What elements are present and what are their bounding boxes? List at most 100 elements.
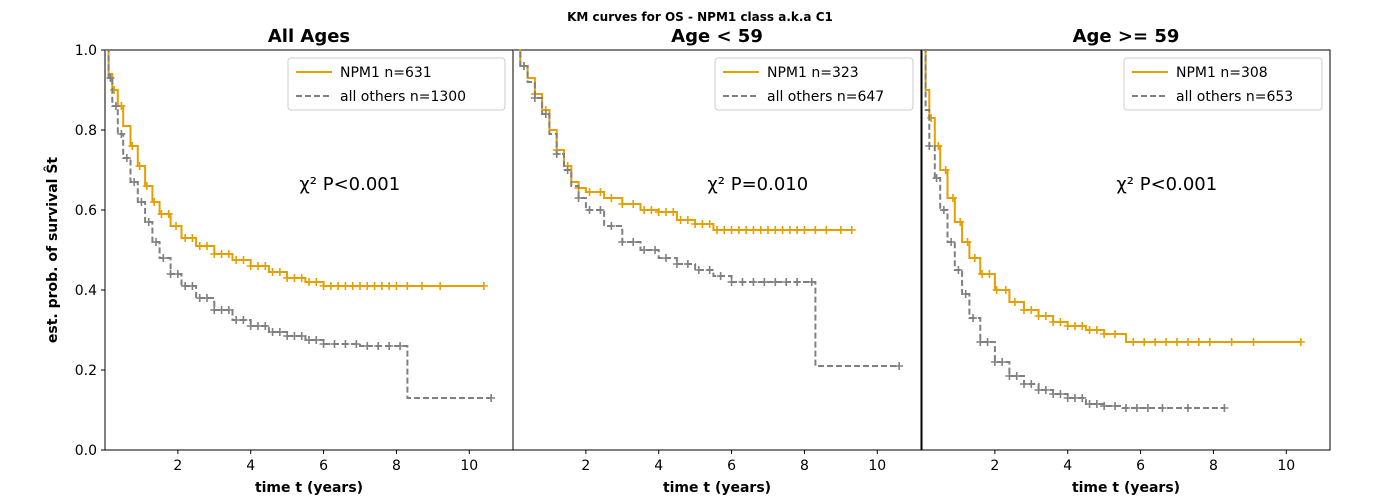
censor-mark xyxy=(1111,330,1120,338)
censor-mark xyxy=(128,142,137,150)
censor-mark xyxy=(1132,404,1141,412)
censor-mark xyxy=(683,216,692,224)
censor-mark xyxy=(261,322,270,330)
censor-mark xyxy=(1001,286,1010,294)
censor-mark xyxy=(1056,318,1065,326)
censor-mark xyxy=(676,216,685,224)
censor-mark xyxy=(1078,394,1087,402)
y-tick-label: 0.8 xyxy=(75,123,97,139)
censor-mark xyxy=(106,74,115,82)
y-tick-label: 0.4 xyxy=(75,283,97,299)
censor-mark xyxy=(811,226,820,234)
censor-mark xyxy=(705,220,714,228)
censor-mark xyxy=(691,220,700,228)
censor-mark xyxy=(1100,402,1109,410)
censor-mark xyxy=(348,282,357,290)
censor-mark xyxy=(1227,338,1236,346)
censor-mark xyxy=(1111,402,1120,410)
censor-mark xyxy=(1027,380,1036,388)
censor-mark xyxy=(341,282,350,290)
censor-mark xyxy=(990,358,999,366)
censor-mark xyxy=(961,290,970,298)
censor-mark xyxy=(1005,372,1014,380)
panel-title: All Ages xyxy=(268,26,350,47)
censor-mark xyxy=(574,194,583,202)
x-tick-label: 6 xyxy=(319,458,328,474)
censor-mark xyxy=(181,282,190,290)
censor-mark xyxy=(290,332,299,340)
censor-mark xyxy=(319,282,328,290)
censor-mark xyxy=(941,166,950,174)
censor-mark xyxy=(978,270,987,278)
censor-mark xyxy=(563,166,572,174)
censor-mark xyxy=(159,254,168,262)
censor-mark xyxy=(152,238,160,246)
censor-mark xyxy=(983,338,992,346)
censor-mark xyxy=(297,274,306,282)
km-series xyxy=(922,49,1229,412)
censor-mark xyxy=(403,282,412,290)
censor-mark xyxy=(224,250,233,258)
censor-mark xyxy=(694,266,703,274)
censor-mark xyxy=(122,154,131,162)
x-tick-label: 10 xyxy=(1277,458,1295,474)
censor-mark xyxy=(290,274,299,282)
censor-mark xyxy=(224,306,233,314)
censor-mark xyxy=(585,188,594,196)
censor-mark xyxy=(771,278,780,286)
censor-mark xyxy=(629,200,638,208)
x-axis-label: time t (years) xyxy=(663,480,771,496)
legend-label: NPM1 n=631 xyxy=(340,65,432,81)
km-panel: All Ages 2 4 6 8 10 0.0 0.2 0.4 0.6 0.8 1.0 time t (… xyxy=(43,26,514,496)
censor-mark xyxy=(669,208,678,216)
censor-mark xyxy=(596,206,605,214)
censor-mark xyxy=(793,278,802,286)
censor-mark xyxy=(985,270,994,278)
censor-mark xyxy=(771,226,780,234)
censor-mark xyxy=(283,274,292,282)
censor-mark xyxy=(1027,306,1036,314)
censor-mark xyxy=(760,278,769,286)
censor-mark xyxy=(157,210,166,218)
censor-mark xyxy=(1173,338,1181,346)
censor-mark xyxy=(487,394,496,402)
censor-mark xyxy=(1296,338,1305,346)
y-tick-label: 0.6 xyxy=(75,203,97,219)
censor-mark xyxy=(552,150,561,158)
censor-mark xyxy=(1041,386,1050,394)
y-axis-label: est. prob. of survival Ŝt xyxy=(43,157,61,344)
censor-mark xyxy=(166,270,175,278)
censor-mark xyxy=(341,340,350,348)
censor-mark xyxy=(1071,394,1079,402)
x-tick-label: 8 xyxy=(800,458,809,474)
censor-mark xyxy=(172,222,181,230)
p-value-annotation: χ² P<0.001 xyxy=(1116,174,1217,195)
censor-mark xyxy=(618,238,627,246)
censor-mark xyxy=(1034,386,1043,394)
censor-mark xyxy=(585,206,594,214)
censor-mark xyxy=(727,278,736,286)
censor-mark xyxy=(1071,322,1079,330)
censor-mark xyxy=(363,342,372,350)
figure-suptitle: KM curves for OS - NPM1 class a.k.a C1 xyxy=(567,10,833,24)
censor-mark xyxy=(793,226,802,234)
censor-mark xyxy=(1183,338,1192,346)
censor-mark xyxy=(895,362,904,370)
legend: NPM1 n=631 all others n=1300 xyxy=(287,57,506,111)
censor-mark xyxy=(117,130,126,138)
censor-mark xyxy=(618,200,627,208)
censor-mark xyxy=(356,282,364,290)
censor-mark xyxy=(1041,312,1050,320)
censor-mark xyxy=(334,282,343,290)
x-tick-label: 4 xyxy=(654,458,663,474)
censor-mark xyxy=(969,314,977,322)
censor-mark xyxy=(1183,404,1192,412)
censor-mark xyxy=(330,340,339,348)
censor-mark xyxy=(1140,338,1149,346)
x-tick-label: 4 xyxy=(1063,458,1072,474)
panel-title: Age < 59 xyxy=(671,26,763,47)
censor-mark xyxy=(629,238,638,246)
censor-mark xyxy=(232,256,241,264)
censor-mark xyxy=(800,226,809,234)
censor-mark xyxy=(932,174,941,182)
